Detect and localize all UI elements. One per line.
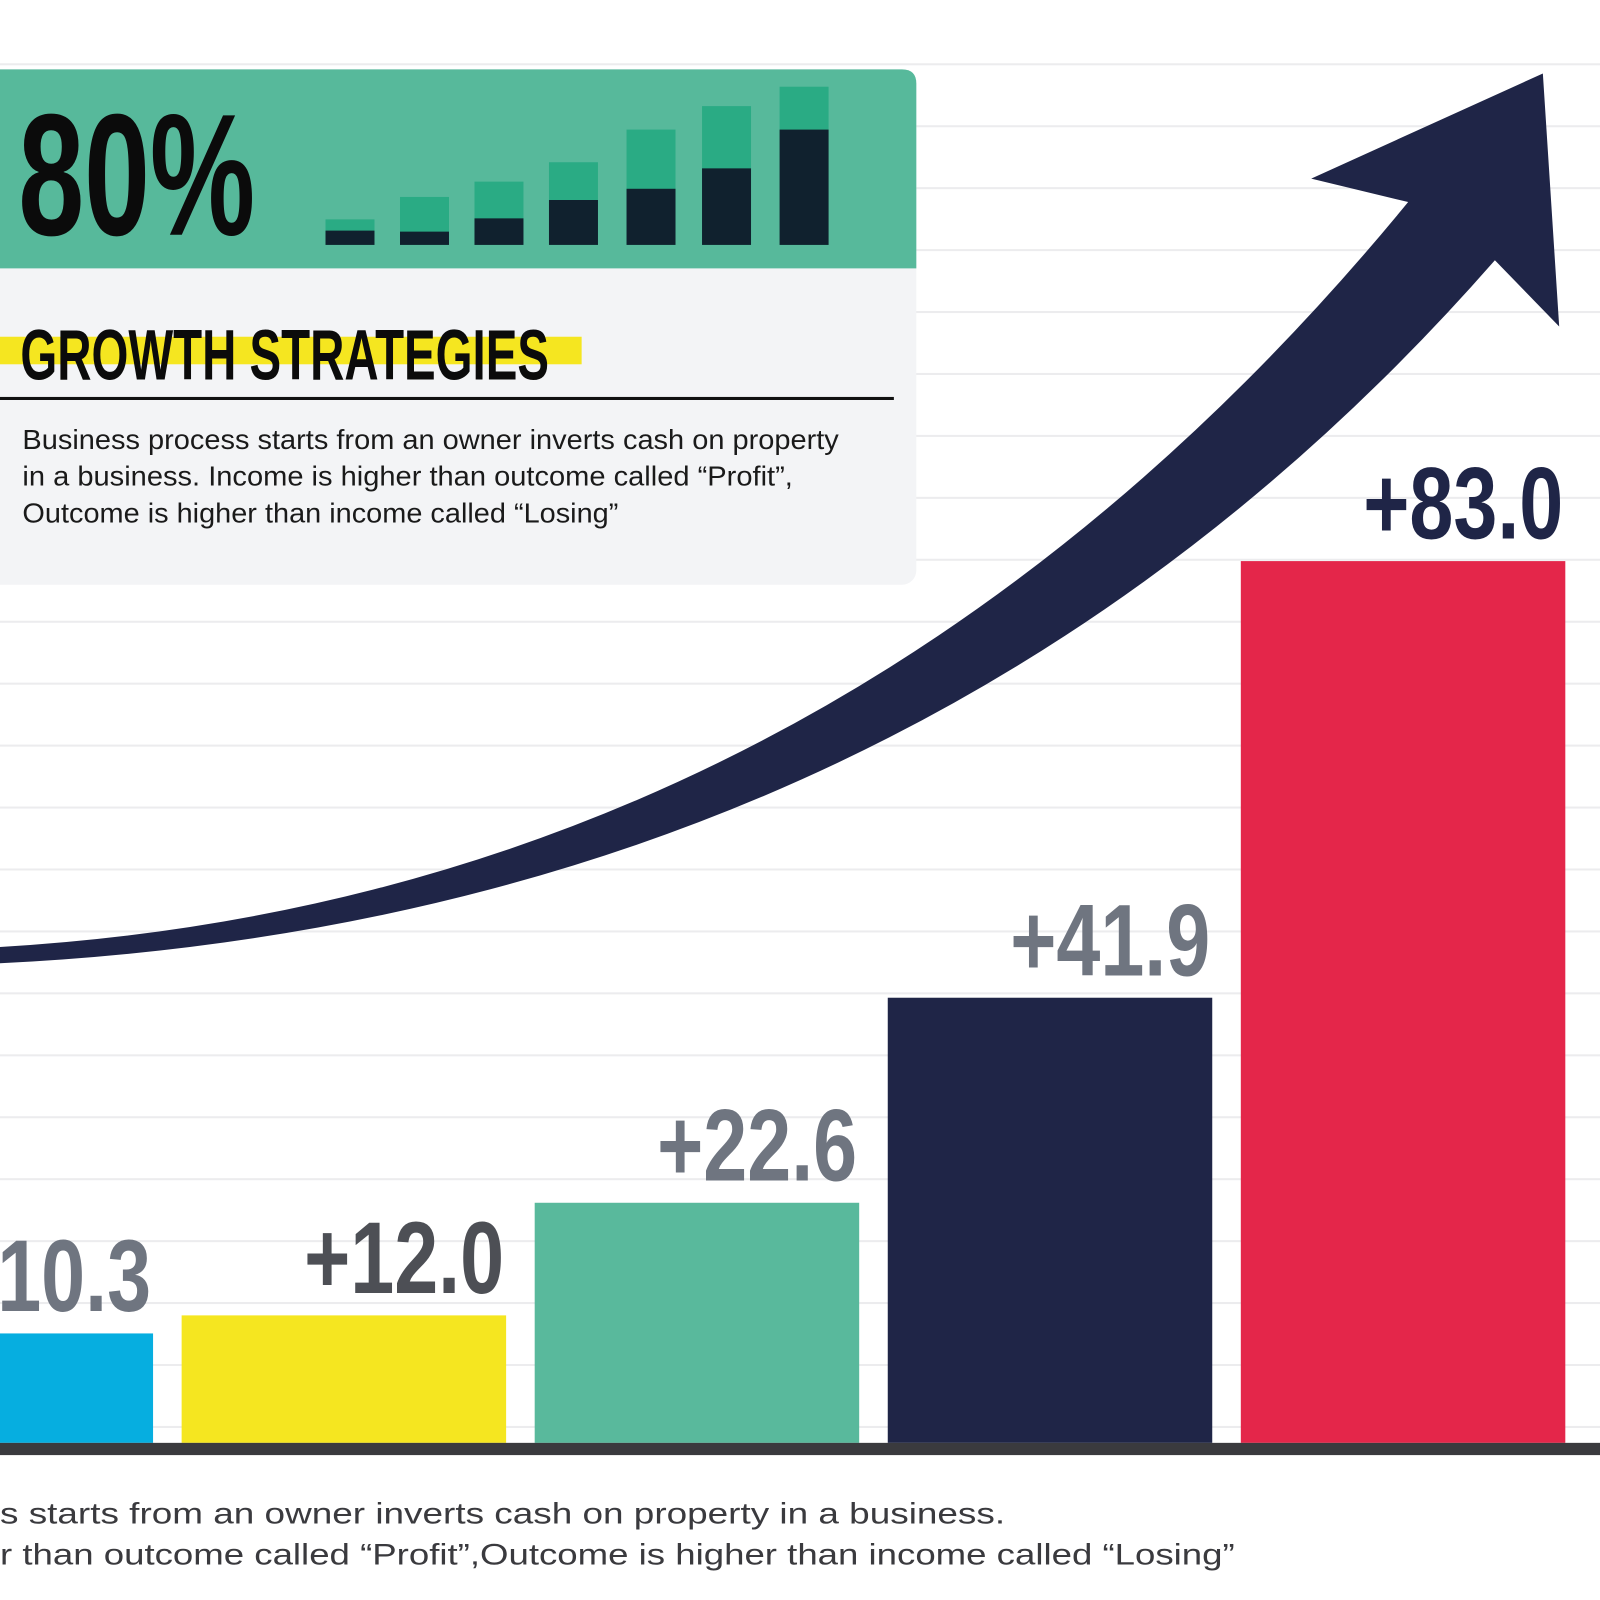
background-line: [0, 992, 1600, 995]
mini-bar: [779, 129, 829, 245]
title-highlight: [0, 336, 582, 365]
bar: [534, 1202, 860, 1443]
background-line: [0, 1178, 1600, 1181]
panel-body: Business process starts from an owner in…: [22, 424, 839, 455]
bar: [0, 1333, 154, 1443]
footer-text: s starts from an owner inverts cash on p…: [0, 1497, 1005, 1530]
mini-bar: [400, 231, 449, 245]
panel-header: [0, 69, 917, 269]
value-label: +12.0: [304, 1201, 504, 1315]
panel-body: in a business. Income is higher than out…: [22, 461, 792, 492]
background-line: [0, 63, 1600, 66]
background-line: [0, 682, 1600, 685]
value-label: +10.3: [0, 1219, 151, 1333]
mini-bar: [548, 200, 598, 245]
value-label: +41.9: [1010, 883, 1210, 997]
background-line: [0, 930, 1600, 933]
footer-text: r than outcome called “Profit”,Outcome i…: [0, 1538, 1235, 1571]
mini-bar: [702, 168, 752, 245]
background-line: [0, 806, 1600, 809]
background-line: [0, 1116, 1600, 1119]
headline: 80%: [18, 78, 255, 272]
bar-group: [0, 561, 1566, 1443]
mini-bar: [325, 230, 375, 245]
bar: [181, 1315, 507, 1443]
mini-bar: [626, 188, 676, 245]
bar: [887, 997, 1213, 1443]
trend-arrow: [0, 73, 1560, 964]
panel-title: GROWTH STRATEGIES: [20, 316, 549, 396]
mini-bar-icon: [325, 86, 829, 245]
value-label: +22.6: [657, 1088, 857, 1202]
bar: [1240, 561, 1566, 1443]
baseline: [0, 1442, 1600, 1456]
title-rule: [0, 396, 894, 400]
background-line: [0, 620, 1600, 623]
background-line: [0, 868, 1600, 871]
mini-bar: [474, 218, 524, 245]
panel-body: Outcome is higher than income called “Lo…: [22, 497, 618, 528]
value-label: +83.0: [1363, 447, 1563, 561]
background-line: [0, 1054, 1600, 1057]
